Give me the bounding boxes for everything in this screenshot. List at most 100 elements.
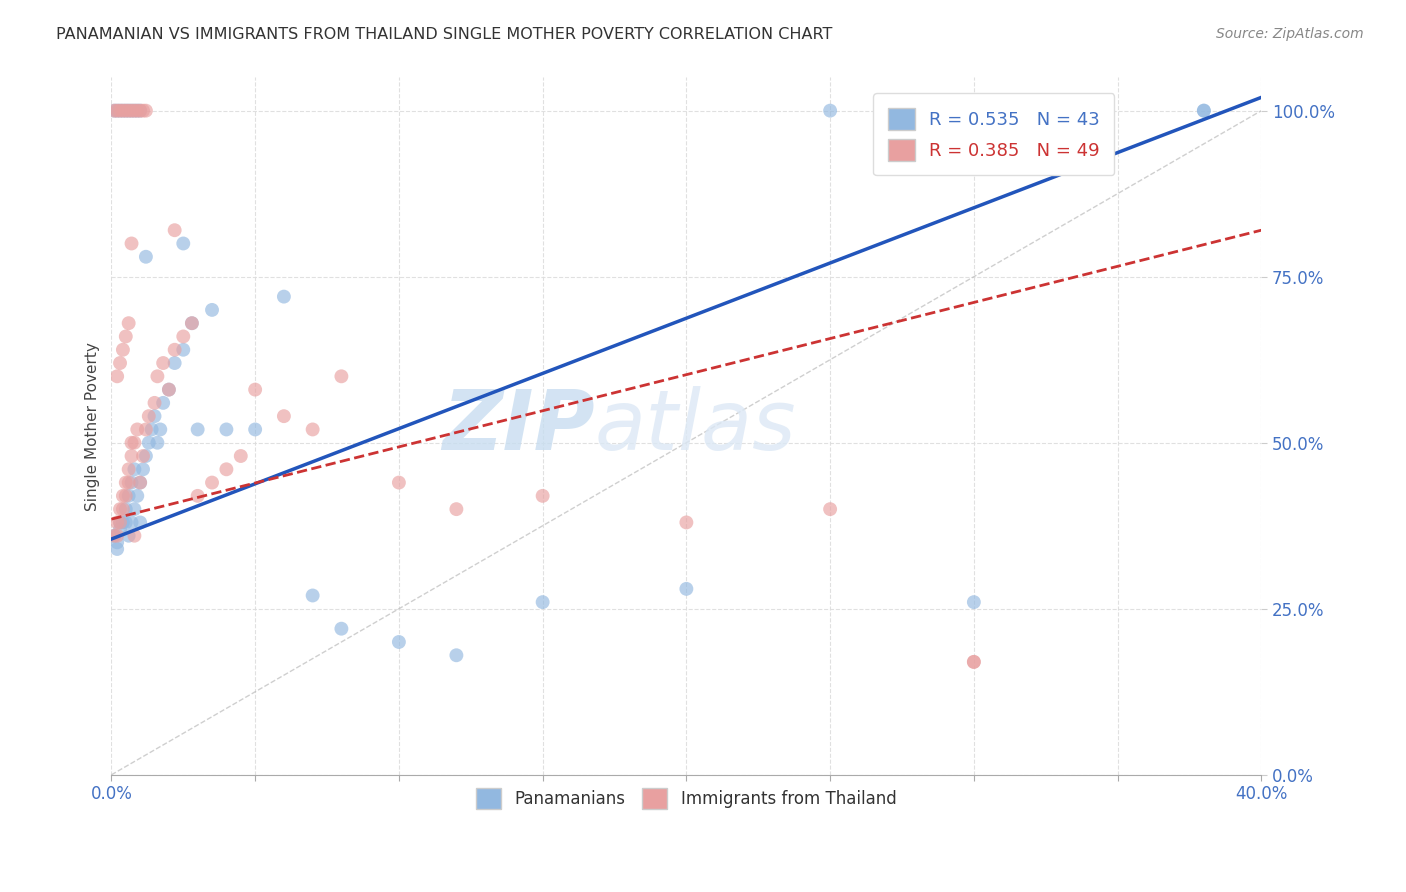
Point: [215, 422, 238, 436]
Point: [114, 516, 136, 530]
Text: Source: ZipAtlas.com: Source: ZipAtlas.com: [1216, 27, 1364, 41]
Point: [118, 103, 141, 118]
Point: [180, 316, 202, 330]
Point: [531, 489, 554, 503]
Point: [129, 103, 152, 118]
Point: [103, 103, 125, 118]
Point: [163, 356, 186, 370]
Point: [963, 655, 986, 669]
Point: [243, 422, 266, 436]
Text: ZIP: ZIP: [441, 385, 595, 467]
Point: [121, 236, 143, 251]
Point: [129, 103, 152, 118]
Point: [108, 516, 131, 530]
Point: [121, 103, 143, 118]
Point: [114, 103, 136, 118]
Point: [149, 422, 172, 436]
Point: [124, 103, 146, 118]
Point: [138, 409, 160, 424]
Point: [124, 435, 146, 450]
Point: [105, 529, 128, 543]
Point: [152, 396, 174, 410]
Point: [146, 369, 169, 384]
Point: [229, 449, 252, 463]
Point: [531, 595, 554, 609]
Point: [330, 369, 353, 384]
Point: [138, 435, 160, 450]
Legend: Panamanians, Immigrants from Thailand: Panamanians, Immigrants from Thailand: [470, 781, 903, 815]
Point: [388, 475, 411, 490]
Point: [105, 516, 128, 530]
Point: [172, 236, 194, 251]
Point: [132, 103, 155, 118]
Point: [105, 535, 128, 549]
Point: [127, 103, 149, 118]
Point: [818, 502, 841, 516]
Point: [143, 396, 166, 410]
Point: [132, 462, 155, 476]
Point: [121, 516, 143, 530]
Point: [157, 383, 180, 397]
Point: [103, 529, 125, 543]
Point: [163, 223, 186, 237]
Point: [103, 103, 125, 118]
Point: [243, 383, 266, 397]
Point: [108, 356, 131, 370]
Point: [121, 435, 143, 450]
Point: [105, 103, 128, 118]
Point: [201, 475, 224, 490]
Point: [127, 103, 149, 118]
Point: [108, 522, 131, 536]
Point: [135, 103, 157, 118]
Point: [114, 103, 136, 118]
Point: [127, 489, 149, 503]
Point: [201, 302, 224, 317]
Point: [1192, 103, 1215, 118]
Point: [135, 449, 157, 463]
Point: [111, 516, 134, 530]
Point: [180, 316, 202, 330]
Point: [135, 422, 157, 436]
Point: [118, 316, 141, 330]
Point: [103, 529, 125, 543]
Point: [124, 529, 146, 543]
Point: [273, 290, 295, 304]
Point: [121, 103, 143, 118]
Point: [215, 462, 238, 476]
Point: [105, 103, 128, 118]
Y-axis label: Single Mother Poverty: Single Mother Poverty: [86, 342, 100, 510]
Point: [388, 635, 411, 649]
Point: [141, 422, 163, 436]
Point: [114, 329, 136, 343]
Point: [129, 475, 152, 490]
Point: [129, 516, 152, 530]
Point: [135, 250, 157, 264]
Point: [118, 462, 141, 476]
Point: [124, 502, 146, 516]
Point: [132, 449, 155, 463]
Point: [446, 502, 468, 516]
Point: [129, 475, 152, 490]
Point: [121, 449, 143, 463]
Point: [818, 103, 841, 118]
Point: [963, 655, 986, 669]
Text: PANAMANIAN VS IMMIGRANTS FROM THAILAND SINGLE MOTHER POVERTY CORRELATION CHART: PANAMANIAN VS IMMIGRANTS FROM THAILAND S…: [56, 27, 832, 42]
Point: [111, 103, 134, 118]
Point: [124, 103, 146, 118]
Point: [105, 369, 128, 384]
Point: [108, 502, 131, 516]
Point: [118, 103, 141, 118]
Point: [675, 516, 697, 530]
Point: [105, 541, 128, 556]
Point: [114, 475, 136, 490]
Point: [114, 502, 136, 516]
Point: [111, 489, 134, 503]
Point: [118, 475, 141, 490]
Point: [108, 103, 131, 118]
Point: [157, 383, 180, 397]
Point: [152, 356, 174, 370]
Text: atlas: atlas: [595, 385, 796, 467]
Point: [118, 489, 141, 503]
Point: [108, 103, 131, 118]
Point: [330, 622, 353, 636]
